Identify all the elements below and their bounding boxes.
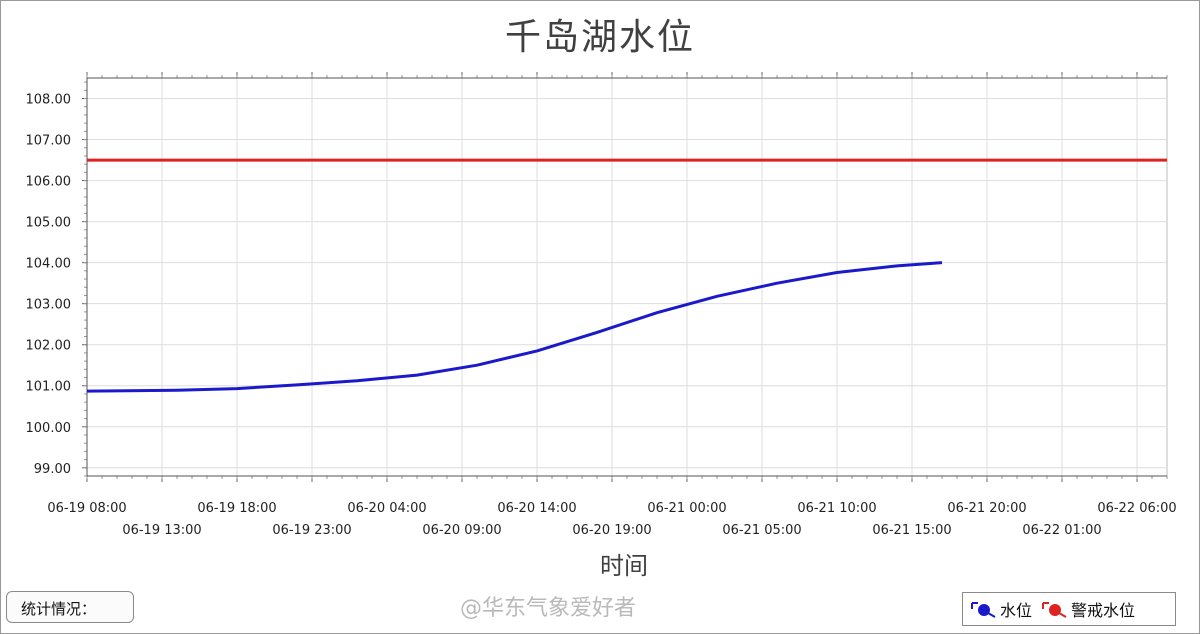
- x-tick-label: 06-19 23:00: [272, 523, 351, 538]
- x-tick-label: 06-21 20:00: [947, 501, 1026, 516]
- x-tick-label: 06-21 10:00: [797, 501, 876, 516]
- legend-item-water-level: 水位: [969, 597, 1032, 621]
- y-tick-label: 100.00: [26, 421, 72, 436]
- x-tick-label: 06-20 14:00: [497, 501, 576, 516]
- x-tick-label: 06-20 09:00: [422, 523, 501, 538]
- y-tick-label: 108.00: [26, 93, 72, 108]
- x-tick-label: 06-19 13:00: [122, 523, 201, 538]
- x-tick-label: 06-21 00:00: [647, 501, 726, 516]
- y-tick-label: 101.00: [26, 380, 72, 395]
- x-tick-label: 06-20 19:00: [572, 523, 651, 538]
- legend-item-warning-level: 警戒水位: [1040, 597, 1135, 621]
- y-tick-label: 104.00: [26, 257, 72, 272]
- x-axis-label: 时间: [600, 552, 648, 580]
- y-tick-label: 103.00: [26, 298, 72, 313]
- legend-series-icon: [971, 602, 996, 618]
- x-tick-label: 06-21 15:00: [872, 523, 951, 538]
- watermark: @华东气象爱好者: [460, 596, 637, 621]
- stats-label: 统计情况：: [21, 600, 97, 618]
- x-tick-label: 06-22 01:00: [1022, 523, 1101, 538]
- y-tick-label: 107.00: [26, 134, 72, 149]
- series-lines: [86, 158, 1167, 393]
- plot-area: [86, 77, 1168, 477]
- x-tick-label: 06-22 06:00: [1097, 501, 1176, 516]
- legend: 水位 警戒水位: [962, 592, 1176, 626]
- y-tick-label: 105.00: [26, 216, 72, 231]
- legend-label-warning-level: 警戒水位: [1071, 601, 1136, 620]
- x-tick-label: 06-20 04:00: [347, 501, 426, 516]
- x-tick-label: 06-19 08:00: [47, 501, 126, 516]
- x-tick-label: 06-21 05:00: [722, 523, 801, 538]
- legend-label-water-level: 水位: [1000, 601, 1033, 620]
- x-tick-labels: 06-19 08:00 06-19 18:00 06-20 04:00 06-20 1…: [47, 501, 1176, 538]
- series-line-water-level: [86, 261, 943, 393]
- y-tick-label: 106.00: [26, 175, 72, 190]
- legend-series-icon: [1042, 602, 1067, 618]
- chart-title: 千岛湖水位: [504, 17, 695, 58]
- stats-button[interactable]: 统计情况：: [6, 591, 134, 623]
- axes: [82, 72, 1168, 482]
- y-tick-labels: 99.00 100.00 101.00 102.00 103.00 104.00 105.0…: [26, 93, 72, 477]
- x-tick-label: 06-19 18:00: [197, 501, 276, 516]
- y-tick-label: 99.00: [34, 462, 71, 477]
- y-tick-label: 102.00: [26, 339, 72, 354]
